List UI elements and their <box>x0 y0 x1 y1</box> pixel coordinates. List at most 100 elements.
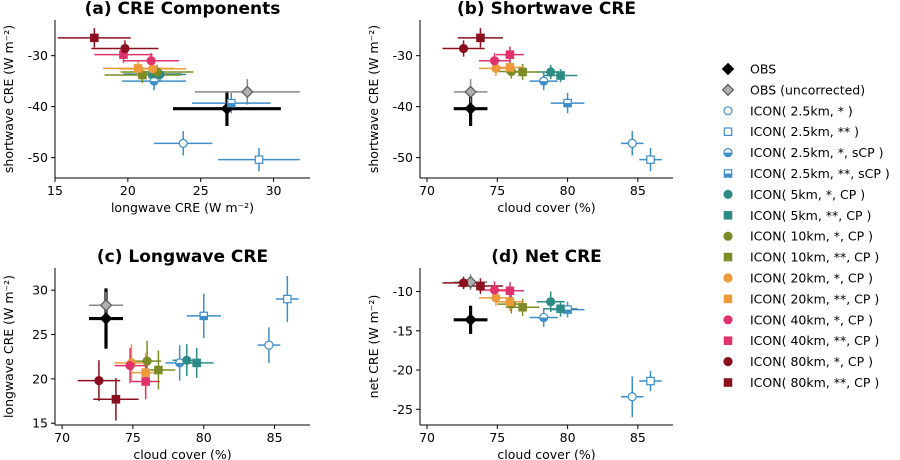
legend-label: ICON( 2.5km, **, sCP ) <box>750 166 890 181</box>
legend-label: ICON( 80km, *, CP ) <box>750 354 873 369</box>
point-marker <box>142 356 152 366</box>
point-marker <box>646 376 655 386</box>
point-marker-half <box>563 103 572 107</box>
y-tick-label: -50 <box>393 150 413 165</box>
y-tick-label: 25 <box>32 327 48 342</box>
panel-title: (a) CRE Components <box>85 0 281 19</box>
point-marker <box>141 368 150 377</box>
legend-label: ICON( 10km, **, CP ) <box>750 250 879 265</box>
point-marker-half <box>563 309 572 314</box>
y-tick-label: -50 <box>28 150 48 165</box>
panels: (a) CRE Components 15 20 25 30 -30 -40 -50 longw… <box>1 0 673 460</box>
x-tick-label: 80 <box>560 430 576 445</box>
legend-label: ICON( 2.5km, ** ) <box>750 124 859 139</box>
point-marker <box>283 294 292 304</box>
legend-entry: OBS (uncorrected) <box>721 82 865 97</box>
point-marker <box>99 299 113 312</box>
point-marker <box>646 155 655 164</box>
legend-label: OBS <box>750 62 776 77</box>
x-tick-label: 85 <box>630 430 646 445</box>
legend-entry: ICON( 40km, *, CP ) <box>723 312 873 327</box>
legend-label: ICON( 10km, *, CP ) <box>750 229 873 244</box>
point-marker <box>476 281 485 291</box>
panel-3: (c) Longwave CRE 70 75 80 85 15 20 25 30 cloud co… <box>1 247 310 460</box>
x-axis-label: cloud cover (%) <box>497 200 595 215</box>
point-marker-half <box>539 81 548 86</box>
legend-label: OBS (uncorrected) <box>750 82 865 97</box>
legend-marker <box>721 83 735 97</box>
legend-marker <box>721 62 735 76</box>
x-tick-label: 75 <box>489 430 505 445</box>
x-tick-label: 15 <box>47 183 63 198</box>
legend-entry: ICON( 20km, **, CP ) <box>723 291 879 306</box>
legend-marker <box>723 378 733 387</box>
point-marker-half <box>539 317 548 322</box>
legend-label: ICON( 80km, **, CP ) <box>750 375 879 390</box>
point-marker <box>120 43 130 54</box>
legend: OBS OBS (uncorrected) ICON( 2.5km, * ) ICON… <box>721 62 890 390</box>
y-axis-label: net CRE (W m⁻²) <box>366 295 381 399</box>
y-tick-label: -25 <box>393 402 413 417</box>
x-tick-label: 20 <box>120 183 136 198</box>
point-marker <box>192 358 201 368</box>
point-marker <box>546 67 556 77</box>
legend-label: ICON( 5km, **, CP ) <box>750 208 871 223</box>
panel-title: (d) Net CRE <box>491 247 602 267</box>
point-marker <box>141 377 150 386</box>
point-marker <box>264 340 274 350</box>
point-marker <box>464 85 477 99</box>
y-axis-label: shortwave CRE (W m⁻²) <box>1 25 16 173</box>
x-tick-label: 80 <box>196 430 212 445</box>
x-tick-label: 85 <box>267 430 283 445</box>
data-points <box>57 28 300 172</box>
point-marker <box>627 138 637 148</box>
point-marker <box>546 297 556 307</box>
x-axis-label: cloud cover (%) <box>497 447 595 460</box>
legend-entry: OBS <box>721 62 776 77</box>
data-points <box>442 274 662 418</box>
legend-marker <box>723 211 733 220</box>
point-marker <box>90 33 99 43</box>
x-tick-label: 70 <box>419 183 435 198</box>
legend-marker <box>723 231 733 241</box>
point-marker <box>491 293 501 303</box>
y-tick-label: 30 <box>32 283 48 298</box>
y-tick-label: -15 <box>393 323 413 338</box>
point-marker <box>556 71 565 80</box>
panel-4: (d) Net CRE 70 75 80 85 -10 -15 -20 -25 cloud cov… <box>366 247 673 460</box>
point-marker <box>138 70 147 80</box>
point-marker <box>489 285 500 295</box>
legend-marker-half <box>724 152 732 157</box>
point-marker <box>94 376 104 386</box>
y-axis-label: longwave CRE (W m⁻²) <box>1 275 16 418</box>
legend-marker <box>723 315 733 325</box>
point-marker <box>464 313 477 327</box>
point-marker <box>489 56 500 66</box>
legend-label: ICON( 2.5km, *, sCP ) <box>750 145 884 160</box>
y-tick-label: -10 <box>393 284 413 299</box>
x-tick-label: 80 <box>560 183 576 198</box>
point-marker <box>505 286 515 296</box>
y-tick-label: -30 <box>28 48 48 63</box>
legend-label: ICON( 40km, **, CP ) <box>750 333 879 348</box>
legend-label: ICON( 5km, *, CP ) <box>750 187 865 202</box>
legend-entry: ICON( 80km, *, CP ) <box>723 354 873 369</box>
legend-marker <box>723 294 733 304</box>
data-points <box>442 28 662 172</box>
y-axis-label: shortwave CRE (W m⁻²) <box>366 25 381 173</box>
point-marker <box>505 50 515 59</box>
legend-marker <box>723 336 733 345</box>
point-marker <box>111 394 121 404</box>
legend-marker <box>723 273 733 283</box>
x-tick-label: 25 <box>193 183 209 198</box>
legend-entry: ICON( 5km, *, CP ) <box>723 187 865 202</box>
y-tick-label: -40 <box>393 99 413 114</box>
legend-marker <box>723 127 733 136</box>
point-marker <box>254 155 264 164</box>
point-marker-half <box>227 103 235 107</box>
point-marker <box>125 360 135 371</box>
x-axis-label: longwave CRE (W m⁻²) <box>111 200 254 215</box>
point-marker <box>146 56 156 66</box>
x-axis-label: cloud cover (%) <box>133 447 231 460</box>
